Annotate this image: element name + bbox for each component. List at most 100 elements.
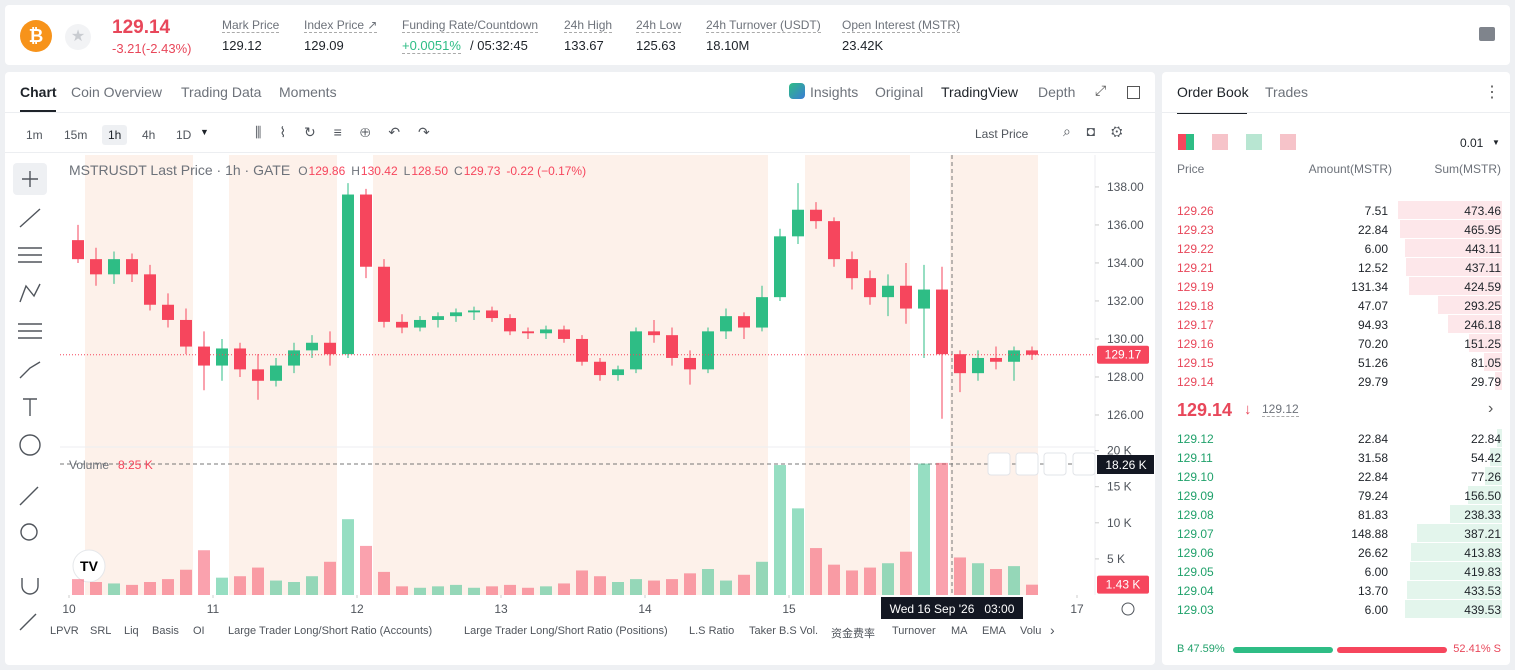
- scroll-right[interactable]: ›: [1050, 622, 1055, 638]
- volume-bar: [432, 586, 444, 595]
- volume-bar: [72, 579, 84, 595]
- ob-sum: 443.11: [1465, 242, 1501, 256]
- candle-body: [576, 338, 588, 362]
- tab-underline: [1177, 112, 1247, 114]
- tool-icons[interactable]: ⌕ ◘ ⚙: [1063, 123, 1123, 139]
- expand[interactable]: ⤢: [1095, 82, 1107, 98]
- price-type[interactable]: Last Price: [975, 127, 1029, 141]
- ob-sum: 77.26: [1470, 470, 1501, 484]
- candle-body: [468, 310, 480, 313]
- crosshair-value: 18.26 K: [1105, 458, 1146, 472]
- candle-body: [936, 289, 948, 355]
- buy-ratio: B 47.59%: [1177, 643, 1225, 655]
- volume-bar: [774, 465, 786, 595]
- indicator[interactable]: Liq: [124, 625, 139, 637]
- candle-body: [756, 297, 768, 328]
- tab[interactable]: Coin Overview: [71, 84, 163, 100]
- precision-arrow[interactable]: ▼: [1492, 138, 1500, 147]
- ob-tab[interactable]: Order Book: [1177, 84, 1249, 100]
- interval[interactable]: 15m: [64, 128, 88, 142]
- favorite[interactable]: ★: [65, 24, 91, 50]
- candle-body: [396, 321, 408, 328]
- col-head: Price: [1177, 162, 1205, 176]
- menu[interactable]: ⋮: [1484, 84, 1500, 101]
- tab[interactable]: TradingView: [941, 84, 1019, 100]
- ob-amount: 70.20: [1357, 337, 1388, 351]
- indicator[interactable]: MA: [951, 625, 968, 637]
- volume-bar: [846, 570, 858, 595]
- ob-sum: 387.21: [1464, 527, 1501, 541]
- indicator[interactable]: Large Trader Long/Short Ratio (Positions…: [464, 625, 668, 637]
- volume-bar: [162, 579, 174, 595]
- crosshair-time-bg: [881, 597, 1023, 619]
- indicator[interactable]: 资金费率: [831, 628, 875, 640]
- indicator[interactable]: L.S Ratio: [689, 625, 735, 637]
- indicator[interactable]: SRL: [90, 625, 112, 637]
- candle-body: [234, 348, 246, 370]
- ob-sum: 151.25: [1464, 337, 1501, 351]
- candle-body: [738, 316, 750, 328]
- ohlc-value: 129.73: [464, 164, 501, 178]
- ob-tab[interactable]: Trades: [1265, 84, 1309, 100]
- volume-bar: [720, 580, 732, 595]
- volume-bar: [972, 563, 984, 595]
- ob-amount: 47.07: [1357, 299, 1388, 313]
- ob-price: 129.18: [1177, 299, 1214, 313]
- volume-bar: [864, 567, 876, 595]
- candle-body: [972, 357, 984, 374]
- indicator[interactable]: Basis: [152, 625, 179, 637]
- volume-bar: [630, 579, 642, 595]
- volume-bar: [450, 584, 462, 595]
- volume-bar: [270, 580, 282, 595]
- view-toggles[interactable]: [1178, 134, 1296, 155]
- indicator[interactable]: Volu: [1020, 625, 1042, 637]
- volume-tick-label: 10 K: [1107, 516, 1132, 530]
- volume-bar: [594, 576, 606, 595]
- volume-bar: [198, 550, 210, 595]
- depth-bar: [1404, 239, 1502, 257]
- stat-label: 24h High: [564, 18, 613, 33]
- volume-bar: [738, 574, 750, 595]
- more[interactable]: ›: [1488, 400, 1494, 417]
- ob-price: 129.03: [1177, 603, 1214, 617]
- depth-bar: [1437, 296, 1502, 314]
- ob-price: 129.11: [1177, 451, 1213, 465]
- precision[interactable]: 0.01: [1460, 136, 1484, 150]
- window[interactable]: [1127, 86, 1140, 99]
- candle-body: [432, 316, 444, 320]
- candle-body: [324, 342, 336, 355]
- tab[interactable]: Chart: [20, 84, 57, 100]
- volume-bar: [486, 586, 498, 595]
- pane-buttons[interactable]: [987, 452, 1096, 476]
- candle-body: [216, 348, 228, 366]
- interval[interactable]: 1m: [26, 128, 43, 142]
- x-tick-label: 14: [638, 602, 652, 616]
- icon[interactable]: [1479, 27, 1495, 41]
- tool-icons[interactable]: ⫼ ⌇ ↻ ≡ ⊕ ↶ ↷: [255, 124, 430, 140]
- drawing-tools[interactable]: [13, 163, 47, 631]
- indicator[interactable]: Turnover: [892, 625, 936, 637]
- tab[interactable]: Original: [875, 84, 924, 100]
- volume-bar: [324, 561, 336, 595]
- indicator[interactable]: OI: [193, 625, 205, 637]
- indicator[interactable]: LPVR: [50, 625, 79, 637]
- volume-bar: [378, 571, 390, 595]
- stat-label: 24h Turnover (USDT): [706, 18, 821, 33]
- interval[interactable]: 4h: [142, 128, 156, 142]
- dropdown[interactable]: ▼: [200, 127, 209, 137]
- tab[interactable]: Trading Data: [181, 84, 262, 100]
- interval[interactable]: 1h: [102, 125, 128, 145]
- indicator[interactable]: Taker B.S Vol.: [749, 625, 819, 637]
- indicator[interactable]: EMA: [982, 625, 1006, 637]
- settings[interactable]: [1121, 602, 1135, 616]
- tab[interactable]: Moments: [279, 84, 337, 100]
- interval[interactable]: 1D: [176, 128, 192, 142]
- indicator[interactable]: Large Trader Long/Short Ratio (Accounts): [228, 625, 433, 637]
- depth-bar: [1411, 543, 1502, 561]
- ob-sum: 437.11: [1465, 261, 1501, 275]
- stat-value: 18.10M: [706, 38, 750, 53]
- depth-bar: [1406, 581, 1502, 599]
- tab[interactable]: Insights: [810, 84, 859, 100]
- tab[interactable]: Depth: [1038, 84, 1076, 100]
